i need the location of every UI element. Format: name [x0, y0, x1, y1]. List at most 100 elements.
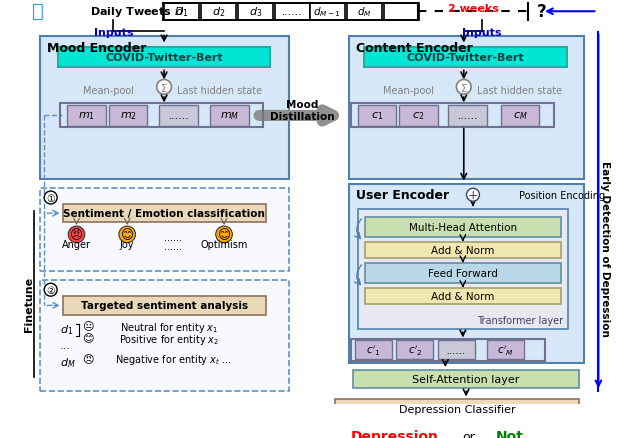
Text: Add & Norm: Add & Norm	[431, 292, 495, 301]
Text: $m_2$: $m_2$	[120, 110, 136, 122]
Bar	[358, 106, 396, 126]
Text: Mean-pool: Mean-pool	[83, 85, 134, 95]
Bar	[353, 370, 579, 389]
Text: ......: ......	[447, 345, 466, 355]
Circle shape	[467, 189, 479, 202]
Text: +: +	[468, 189, 478, 202]
Bar	[201, 4, 236, 21]
Bar	[40, 189, 289, 272]
Text: Targeted sentiment analysis: Targeted sentiment analysis	[81, 301, 248, 311]
Text: $\Sigma$: $\Sigma$	[160, 81, 168, 94]
Bar	[448, 106, 487, 126]
Text: $d_M$: $d_M$	[60, 355, 76, 369]
Text: 😊: 😊	[121, 228, 134, 241]
Text: Self-Attention layer: Self-Attention layer	[412, 374, 520, 384]
Bar	[109, 106, 147, 126]
Circle shape	[44, 191, 57, 205]
Bar	[365, 242, 561, 259]
Text: $d_2$: $d_2$	[212, 5, 225, 19]
Text: Mood
Distillation: Mood Distillation	[270, 100, 335, 121]
Text: $d_1$: $d_1$	[60, 323, 73, 336]
Text: Sentiment / Emotion classification: Sentiment / Emotion classification	[63, 208, 265, 219]
Bar	[487, 341, 524, 359]
Text: Inputs: Inputs	[463, 28, 502, 39]
Text: $c'_M$: $c'_M$	[497, 343, 513, 357]
Text: Position Encoding: Position Encoding	[519, 190, 605, 200]
Text: ①: ①	[46, 193, 55, 203]
Bar	[238, 4, 273, 21]
Text: Depression Classifier: Depression Classifier	[399, 404, 515, 414]
Text: Mood Encoder: Mood Encoder	[47, 42, 147, 55]
Text: $c_1$: $c_1$	[371, 110, 383, 122]
Bar	[351, 339, 545, 361]
Text: $c_M$: $c_M$	[513, 110, 527, 122]
Text: 2 weeks: 2 weeks	[447, 4, 499, 14]
Bar	[335, 399, 579, 418]
Text: ②: ②	[46, 285, 55, 295]
Text: ......: ......	[282, 7, 303, 17]
Text: Not: Not	[496, 429, 524, 438]
Text: $d_1$: $d_1$	[175, 5, 188, 19]
Text: ...: ...	[60, 340, 71, 350]
Text: Joy: Joy	[120, 239, 134, 249]
Bar	[210, 106, 249, 126]
Circle shape	[216, 226, 232, 243]
Circle shape	[68, 226, 84, 243]
Bar	[383, 4, 419, 21]
Text: 😐: 😐	[82, 322, 93, 332]
Text: or: or	[462, 430, 475, 438]
Text: $d_M$: $d_M$	[357, 5, 371, 19]
Circle shape	[456, 80, 471, 95]
Text: 😊: 😊	[82, 334, 93, 344]
Text: 😠: 😠	[70, 228, 83, 241]
Bar	[63, 297, 266, 315]
Bar	[164, 4, 199, 21]
Bar	[60, 104, 263, 128]
Text: Daily Tweets $D$: Daily Tweets $D$	[90, 5, 184, 19]
Text: 😊: 😊	[218, 228, 230, 241]
Text: COVID-Twitter-Bert: COVID-Twitter-Bert	[106, 53, 223, 63]
Circle shape	[119, 226, 136, 243]
Text: $d_{M-1}$: $d_{M-1}$	[314, 5, 341, 19]
Text: ......: ......	[457, 111, 478, 121]
Bar	[67, 106, 106, 126]
Bar	[365, 288, 561, 305]
Text: Add & Norm: Add & Norm	[431, 246, 495, 255]
Bar	[396, 341, 433, 359]
Text: Anger: Anger	[62, 239, 91, 249]
Bar	[365, 217, 561, 237]
Bar	[349, 37, 584, 180]
Bar	[355, 341, 392, 359]
Bar	[347, 4, 381, 21]
Text: Content Encoder: Content Encoder	[356, 42, 472, 55]
Text: Transformer layer: Transformer layer	[477, 315, 563, 325]
Bar	[438, 341, 475, 359]
Text: ......: ......	[164, 233, 182, 243]
Text: Inputs: Inputs	[93, 28, 133, 39]
Text: COVID-Twitter-Bert: COVID-Twitter-Bert	[407, 53, 524, 63]
Circle shape	[44, 284, 57, 297]
Text: Feed Forward: Feed Forward	[428, 268, 498, 279]
Bar	[349, 184, 584, 364]
Text: User Encoder: User Encoder	[356, 189, 449, 202]
Bar	[399, 106, 438, 126]
Text: $m_1$: $m_1$	[78, 110, 95, 122]
Bar	[40, 37, 289, 180]
Text: $m_M$: $m_M$	[220, 110, 239, 122]
Bar	[365, 263, 561, 284]
Bar	[40, 281, 289, 391]
Text: 🐦: 🐦	[32, 2, 44, 21]
Text: Early Detection of Depression: Early Detection of Depression	[600, 161, 610, 336]
Bar	[358, 210, 568, 330]
Text: $c_2$: $c_2$	[412, 110, 425, 122]
Text: Last hidden state: Last hidden state	[477, 85, 562, 95]
Bar	[351, 104, 554, 128]
Text: Finetune: Finetune	[24, 276, 33, 332]
Text: Mean-pool: Mean-pool	[383, 85, 434, 95]
Text: $\Sigma$: $\Sigma$	[460, 81, 468, 94]
Text: ......: ......	[168, 111, 189, 121]
Text: Optimism: Optimism	[200, 239, 248, 249]
Text: 😠: 😠	[82, 354, 93, 364]
Text: ?: ?	[537, 3, 547, 21]
Bar	[310, 4, 345, 21]
